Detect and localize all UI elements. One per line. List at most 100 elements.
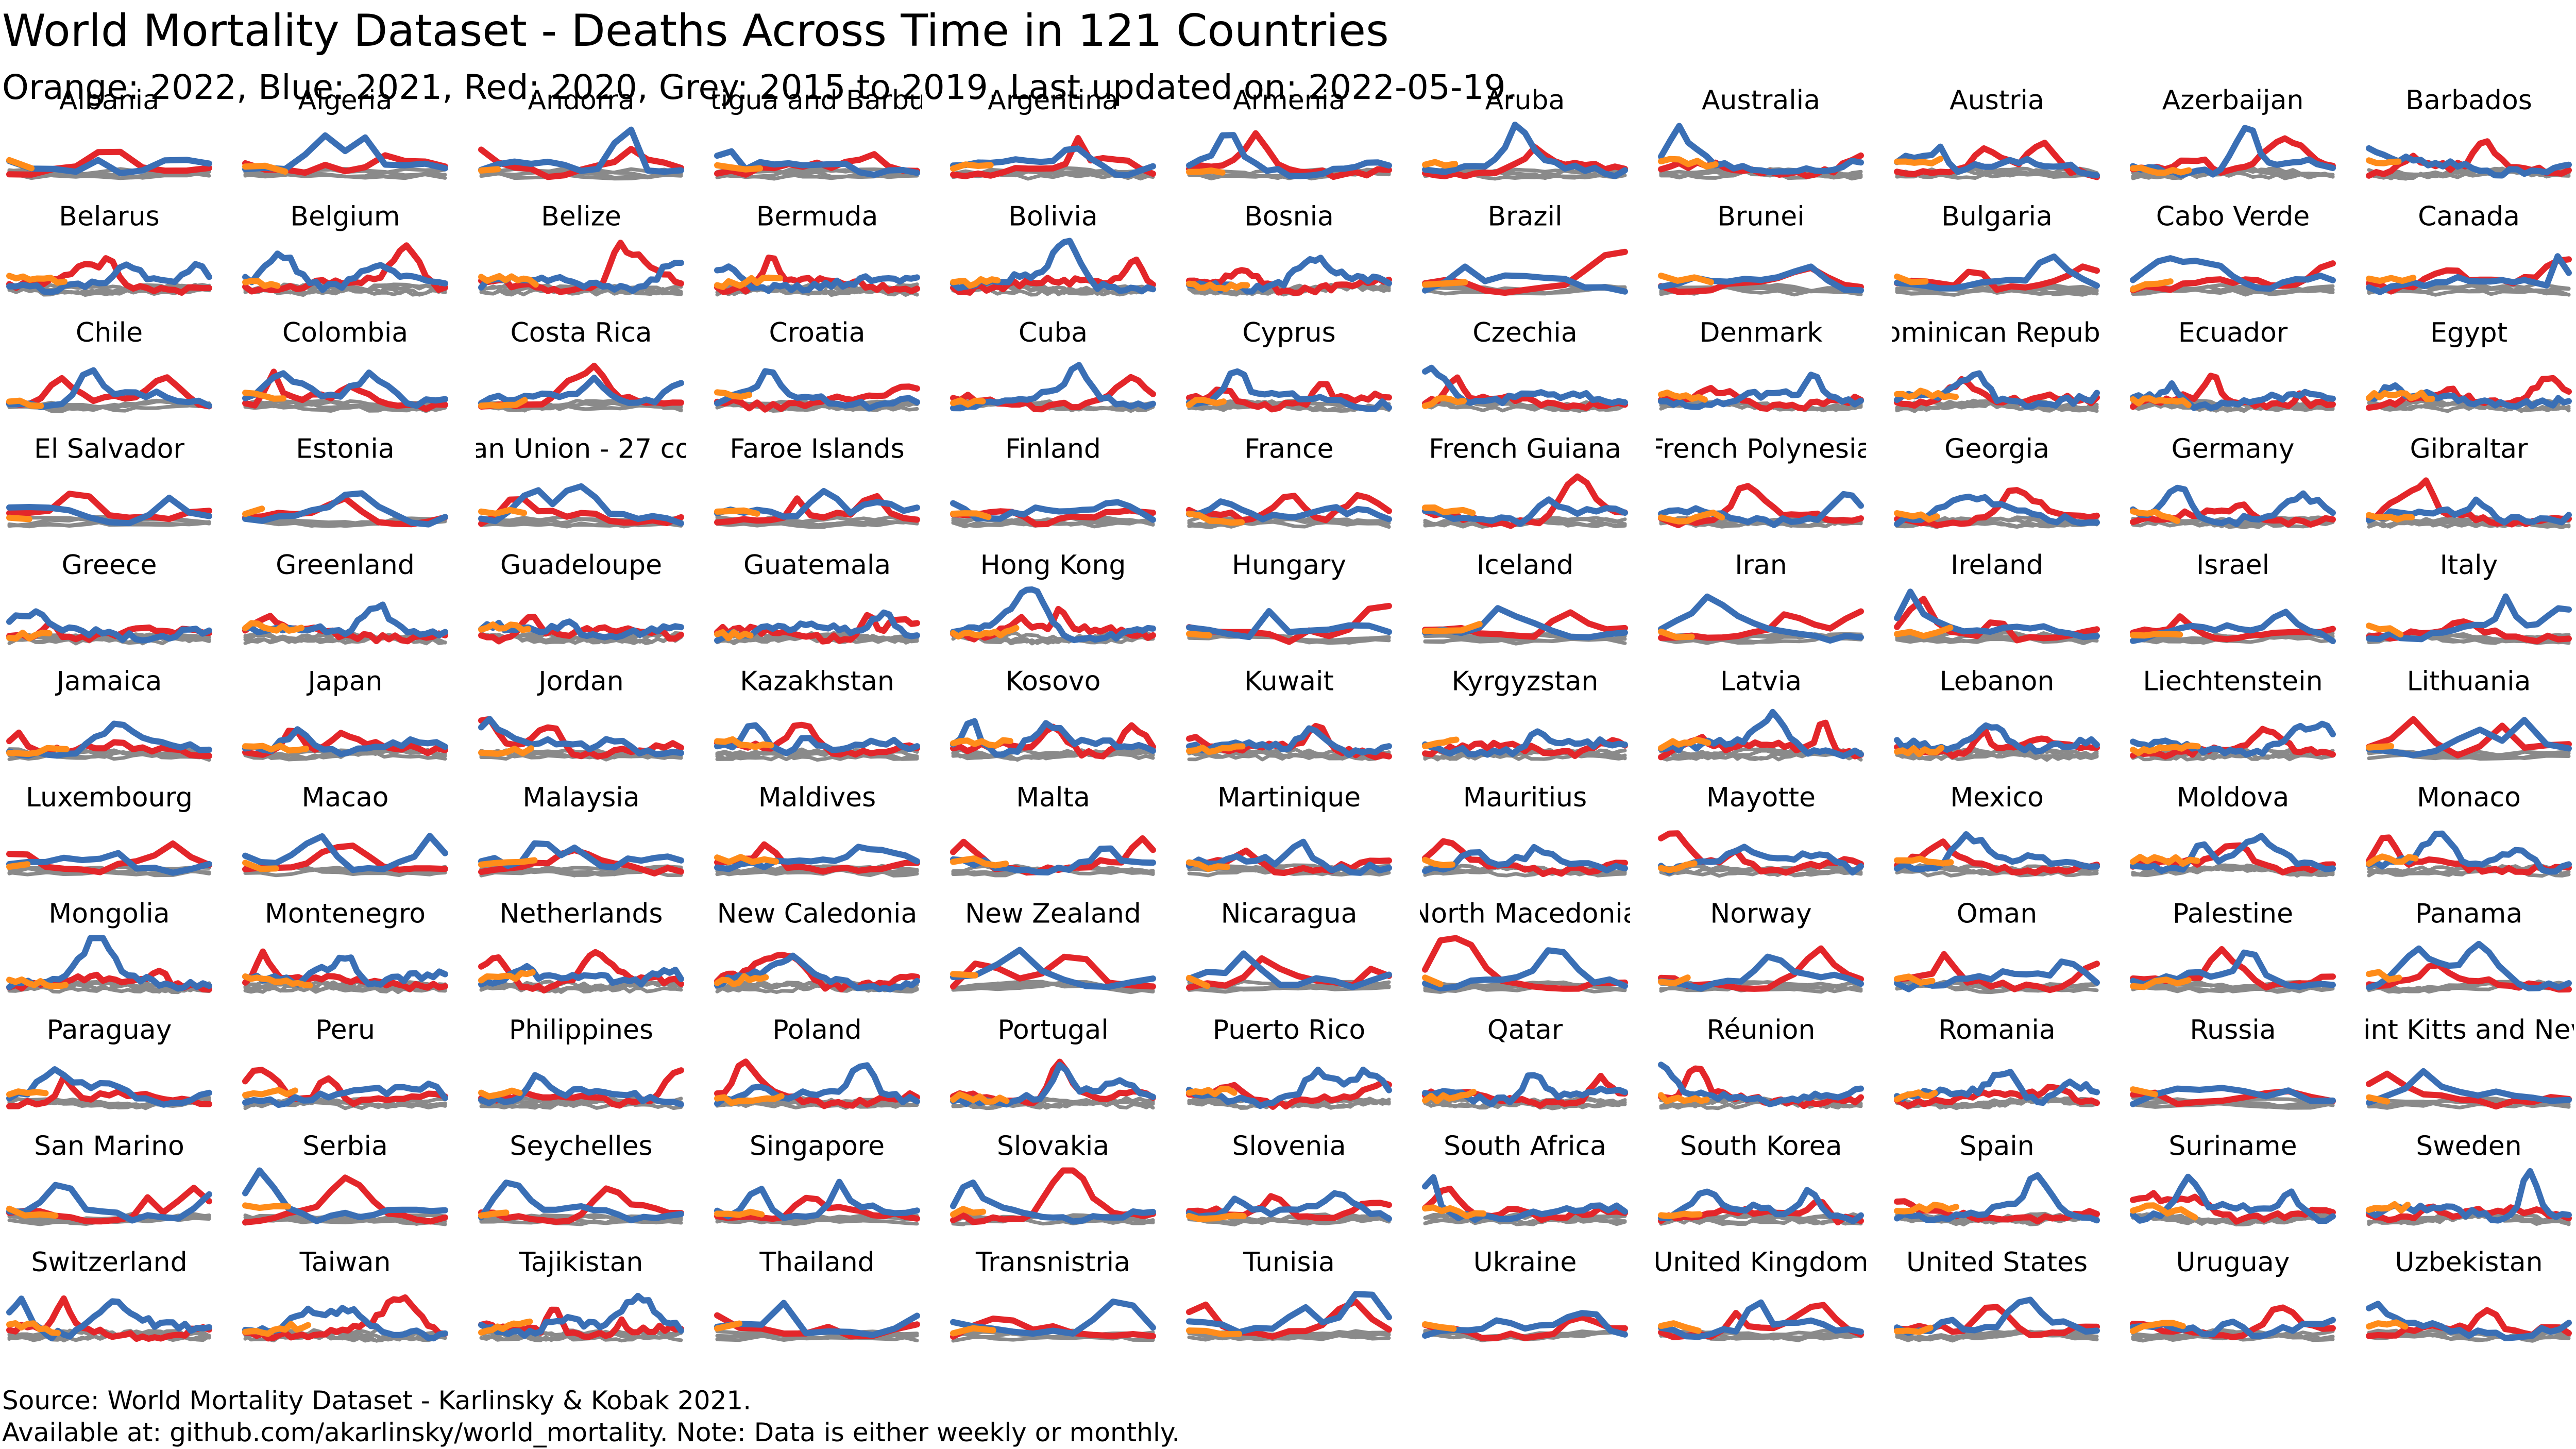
panel-greenland: Greenland bbox=[242, 550, 448, 646]
series-line bbox=[1894, 387, 1959, 400]
panel-title: Hong Kong bbox=[980, 550, 1126, 581]
panel-title: Georgia bbox=[1944, 434, 2049, 465]
panel-title: Luxembourg bbox=[26, 782, 193, 813]
panel-serbia: Serbia bbox=[242, 1131, 448, 1226]
series-line bbox=[1422, 974, 1444, 987]
panel-title: Croatia bbox=[769, 317, 866, 348]
series-line bbox=[1658, 509, 1725, 525]
series-line bbox=[6, 273, 67, 286]
series-line bbox=[1894, 510, 1940, 523]
series-line bbox=[242, 1081, 448, 1108]
series-line bbox=[1894, 838, 2100, 876]
panel-title: Maldives bbox=[758, 782, 876, 813]
panel-ukraine: Ukraine bbox=[1422, 1247, 1628, 1342]
series-line bbox=[2366, 512, 2415, 523]
panel-title: Germany bbox=[2171, 434, 2294, 465]
series-line bbox=[1186, 950, 1392, 990]
availability-note: Available at: github.com/akarlinsky/worl… bbox=[2, 1418, 1180, 1447]
series-line bbox=[1658, 628, 1695, 641]
panel-transnistria: Transnistria bbox=[950, 1247, 1156, 1343]
panel-title: Qatar bbox=[1487, 1015, 1563, 1046]
series-line bbox=[242, 954, 448, 988]
series-line bbox=[478, 1209, 510, 1219]
series-line bbox=[478, 1318, 533, 1336]
series-line bbox=[950, 737, 1013, 749]
series-line bbox=[1186, 267, 1392, 296]
series-line bbox=[1894, 156, 1944, 166]
series-line bbox=[1658, 860, 1698, 873]
series-line bbox=[478, 483, 684, 527]
series-line bbox=[478, 621, 532, 633]
series-line bbox=[1186, 1086, 1238, 1098]
series-line bbox=[714, 1058, 920, 1109]
panel-title: Martinique bbox=[1217, 782, 1361, 813]
panel-title: Greenland bbox=[276, 550, 415, 581]
panel-north-macedonia: North Macedonia bbox=[1411, 899, 1639, 994]
panel-title: Hungary bbox=[1232, 550, 1346, 581]
series-line bbox=[242, 162, 289, 175]
panel-title: Iran bbox=[1735, 550, 1787, 581]
series-line bbox=[1894, 745, 1945, 757]
panel-costa-rica: Costa Rica bbox=[478, 317, 684, 413]
panel-title: Portugal bbox=[997, 1015, 1108, 1046]
panel-poland: Poland bbox=[714, 1015, 920, 1110]
series-line bbox=[1894, 1172, 2100, 1224]
series-line bbox=[1658, 372, 1864, 410]
panel-bolivia: Bolivia bbox=[950, 201, 1156, 297]
series-line bbox=[2366, 145, 2572, 179]
series-line bbox=[478, 963, 684, 988]
panel-kazakhstan: Kazakhstan bbox=[714, 666, 920, 762]
panel-title: Russia bbox=[2190, 1015, 2276, 1046]
series-line bbox=[242, 1202, 292, 1211]
panel-title: North Macedonia bbox=[1411, 899, 1639, 930]
panel-iceland: Iceland bbox=[1422, 550, 1628, 646]
series-line bbox=[1658, 593, 1864, 644]
series-line bbox=[714, 951, 920, 992]
series-line bbox=[950, 256, 1156, 296]
panel-jamaica: Jamaica bbox=[6, 666, 212, 762]
series-line bbox=[714, 629, 754, 642]
panel-kuwait: Kuwait bbox=[1186, 666, 1392, 762]
series-line bbox=[478, 1072, 684, 1108]
series-line bbox=[2366, 716, 2572, 759]
panel-san-marino: San Marino bbox=[6, 1131, 212, 1226]
panel-title: Andorra bbox=[528, 85, 634, 116]
panel-puerto-rico: Puerto Rico bbox=[1186, 1015, 1392, 1110]
series-line bbox=[1186, 1327, 1242, 1338]
panel-title: Poland bbox=[772, 1015, 862, 1046]
series-line bbox=[242, 1087, 298, 1099]
panel-guadeloupe: Guadeloupe bbox=[478, 550, 684, 645]
panel-ecuador: Ecuador bbox=[2130, 317, 2336, 413]
series-line bbox=[1894, 596, 2100, 644]
panel-title: Chile bbox=[76, 317, 143, 348]
series-line bbox=[1186, 396, 1227, 408]
panel-guatemala: Guatemala bbox=[714, 550, 920, 646]
panel-title: Cabo Verde bbox=[2156, 201, 2310, 232]
series-line bbox=[1186, 955, 1392, 991]
panel-title: Costa Rica bbox=[510, 317, 652, 348]
panel-title: Slovakia bbox=[997, 1131, 1109, 1162]
series-line bbox=[2130, 854, 2200, 867]
series-line bbox=[243, 516, 447, 528]
panel-title: Barbados bbox=[2405, 85, 2532, 116]
panel-greece: Greece bbox=[6, 550, 212, 646]
series-line bbox=[242, 369, 448, 409]
series-line bbox=[6, 157, 212, 176]
panel-lebanon: Lebanon bbox=[1894, 666, 2100, 762]
panel-tunisia: Tunisia bbox=[1186, 1247, 1392, 1342]
panel-title: Transnistria bbox=[975, 1247, 1130, 1278]
series-line bbox=[950, 1058, 1156, 1106]
panel-el-salvador: El Salvador bbox=[6, 434, 212, 529]
series-line bbox=[478, 857, 538, 868]
series-line bbox=[243, 980, 447, 994]
panel-tajikistan: Tajikistan bbox=[478, 1247, 684, 1343]
series-line bbox=[2130, 1085, 2336, 1107]
series-line bbox=[950, 586, 1156, 644]
panel-united-states: United States bbox=[1894, 1247, 2100, 1343]
series-line bbox=[1894, 951, 2100, 993]
series-line bbox=[2366, 622, 2404, 638]
series-line bbox=[243, 167, 447, 179]
series-line bbox=[1187, 1213, 1391, 1227]
series-line bbox=[950, 135, 1156, 179]
series-line bbox=[1422, 1321, 1457, 1332]
